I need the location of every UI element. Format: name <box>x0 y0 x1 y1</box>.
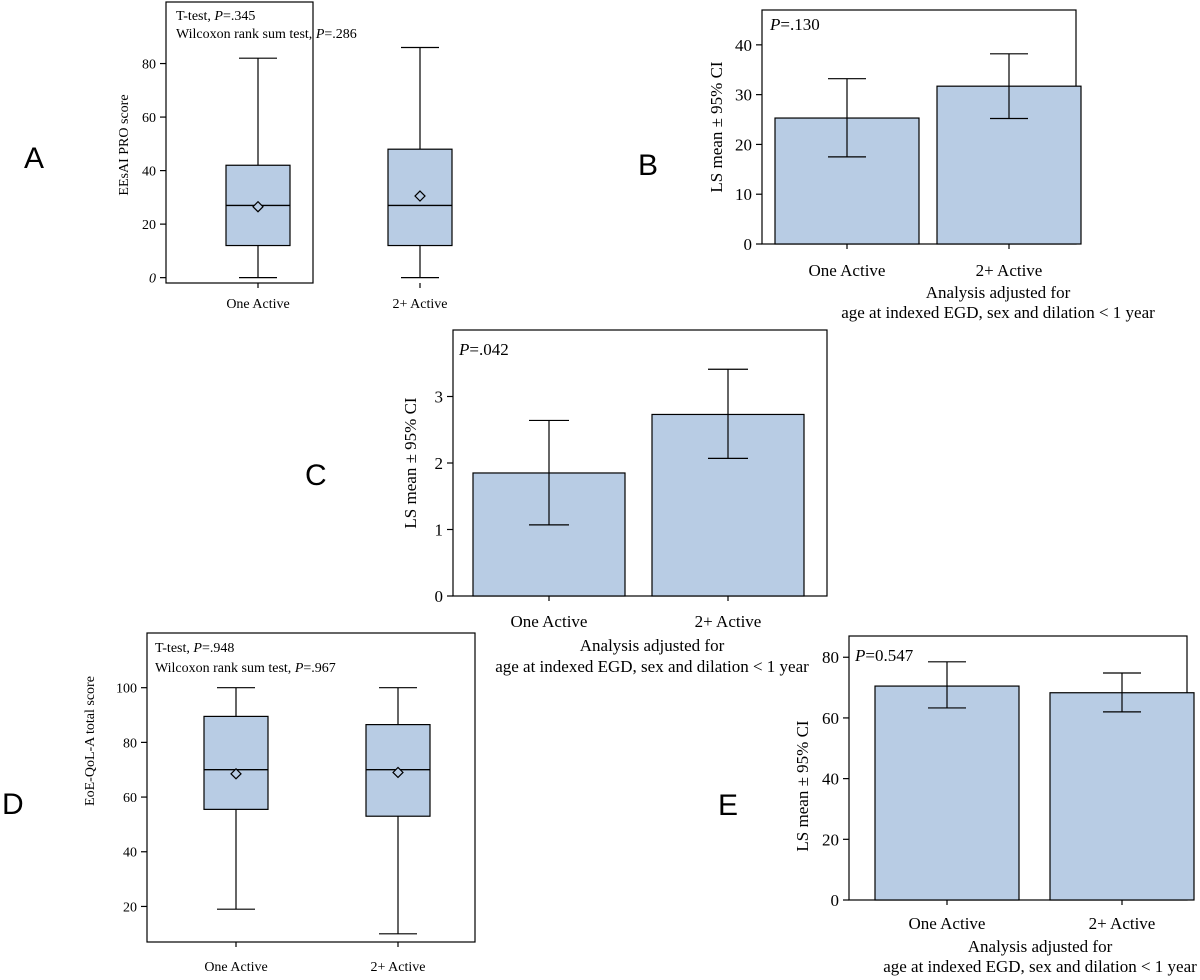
y-axis-label-c: LS mean ± 95% CI <box>401 397 420 528</box>
y-tick-label-c: 0 <box>435 587 444 606</box>
y-tick-label-b: 30 <box>735 86 752 105</box>
y-tick-label-c: 3 <box>435 387 444 406</box>
stat-annotation-a: Wilcoxon rank sum test, P=.286 <box>176 27 357 42</box>
y-tick-label-b: 10 <box>735 185 752 204</box>
y-tick-label-d: 80 <box>123 736 137 751</box>
bar-e <box>874 685 1020 901</box>
panel-label-d: D <box>2 788 24 821</box>
x-tick-label-e: 2+ Active <box>1089 914 1156 933</box>
x-axis-caption-e: age at indexed EGD, sex and dilation < 1… <box>883 957 1197 976</box>
panel-label-e: E <box>718 789 738 822</box>
y-axis-label-a: EEsAI PRO score <box>117 94 132 195</box>
y-tick-label-d: 100 <box>116 682 137 697</box>
y-tick-label-d: 60 <box>123 791 137 806</box>
x-axis-caption-e: Analysis adjusted for <box>968 937 1113 956</box>
plot-frame-a <box>165 1 314 284</box>
y-tick-label-b: 20 <box>735 135 752 154</box>
y-tick-label-c: 2 <box>435 454 444 473</box>
y-tick-label-d: 20 <box>123 900 137 915</box>
y-tick-label-e: 80 <box>822 648 839 667</box>
y-tick-label-e: 40 <box>822 770 839 789</box>
panel-label-b: B <box>638 149 658 182</box>
y-tick-label-a: 40 <box>142 165 156 180</box>
x-axis-caption-b: Analysis adjusted for <box>926 283 1071 302</box>
y-tick-label-d: 40 <box>123 846 137 861</box>
x-tick-label-a: One Active <box>226 297 289 312</box>
y-tick-label-c: 1 <box>435 520 444 539</box>
panel-label-c: C <box>305 459 327 492</box>
y-axis-label-b: LS mean ± 95% CI <box>707 61 726 192</box>
y-tick-label-e: 0 <box>831 891 840 910</box>
bar-e <box>1049 692 1195 901</box>
y-tick-label-a: 20 <box>142 218 156 233</box>
y-axis-label-d: EoE-QoL-A total score <box>83 676 98 806</box>
mean-marker-d <box>230 767 242 780</box>
y-tick-label-a: 60 <box>142 111 156 126</box>
mean-marker-a <box>414 190 426 202</box>
x-tick-label-c: 2+ Active <box>695 612 762 631</box>
panel-label-a: A <box>24 142 44 175</box>
p-value-annotation-b: P=.130 <box>769 15 820 34</box>
stat-annotation-d: Wilcoxon rank sum test, P=.967 <box>155 661 336 676</box>
x-tick-label-d: 2+ Active <box>371 960 426 975</box>
x-tick-label-c: One Active <box>511 612 588 631</box>
y-tick-label-b: 0 <box>744 235 753 254</box>
x-tick-label-b: One Active <box>809 261 886 280</box>
p-value-annotation-e: P=0.547 <box>854 646 914 665</box>
box-iqr-d <box>203 715 269 810</box>
x-axis-caption-b: age at indexed EGD, sex and dilation < 1… <box>841 303 1155 322</box>
plot-frame-d <box>146 632 476 943</box>
stat-annotation-d: T-test, P=.948 <box>155 641 234 656</box>
y-tick-label-e: 20 <box>822 830 839 849</box>
x-tick-label-a: 2+ Active <box>393 297 448 312</box>
y-axis-label-e: LS mean ± 95% CI <box>793 720 812 851</box>
x-tick-label-b: 2+ Active <box>976 261 1043 280</box>
x-tick-label-e: One Active <box>909 914 986 933</box>
y-tick-label-e: 60 <box>822 709 839 728</box>
p-value-annotation-c: P=.042 <box>458 340 509 359</box>
y-tick-label-a: 80 <box>142 57 156 72</box>
x-axis-caption-c: age at indexed EGD, sex and dilation < 1… <box>495 657 809 676</box>
y-tick-label-b: 40 <box>735 36 752 55</box>
stat-annotation-a: T-test, P=.345 <box>176 9 255 24</box>
x-axis-caption-c: Analysis adjusted for <box>580 636 725 655</box>
x-tick-label-d: One Active <box>204 960 267 975</box>
mean-marker-a <box>252 200 264 213</box>
y-tick-label-a: 0 <box>149 272 156 287</box>
mean-marker-d <box>392 766 404 779</box>
